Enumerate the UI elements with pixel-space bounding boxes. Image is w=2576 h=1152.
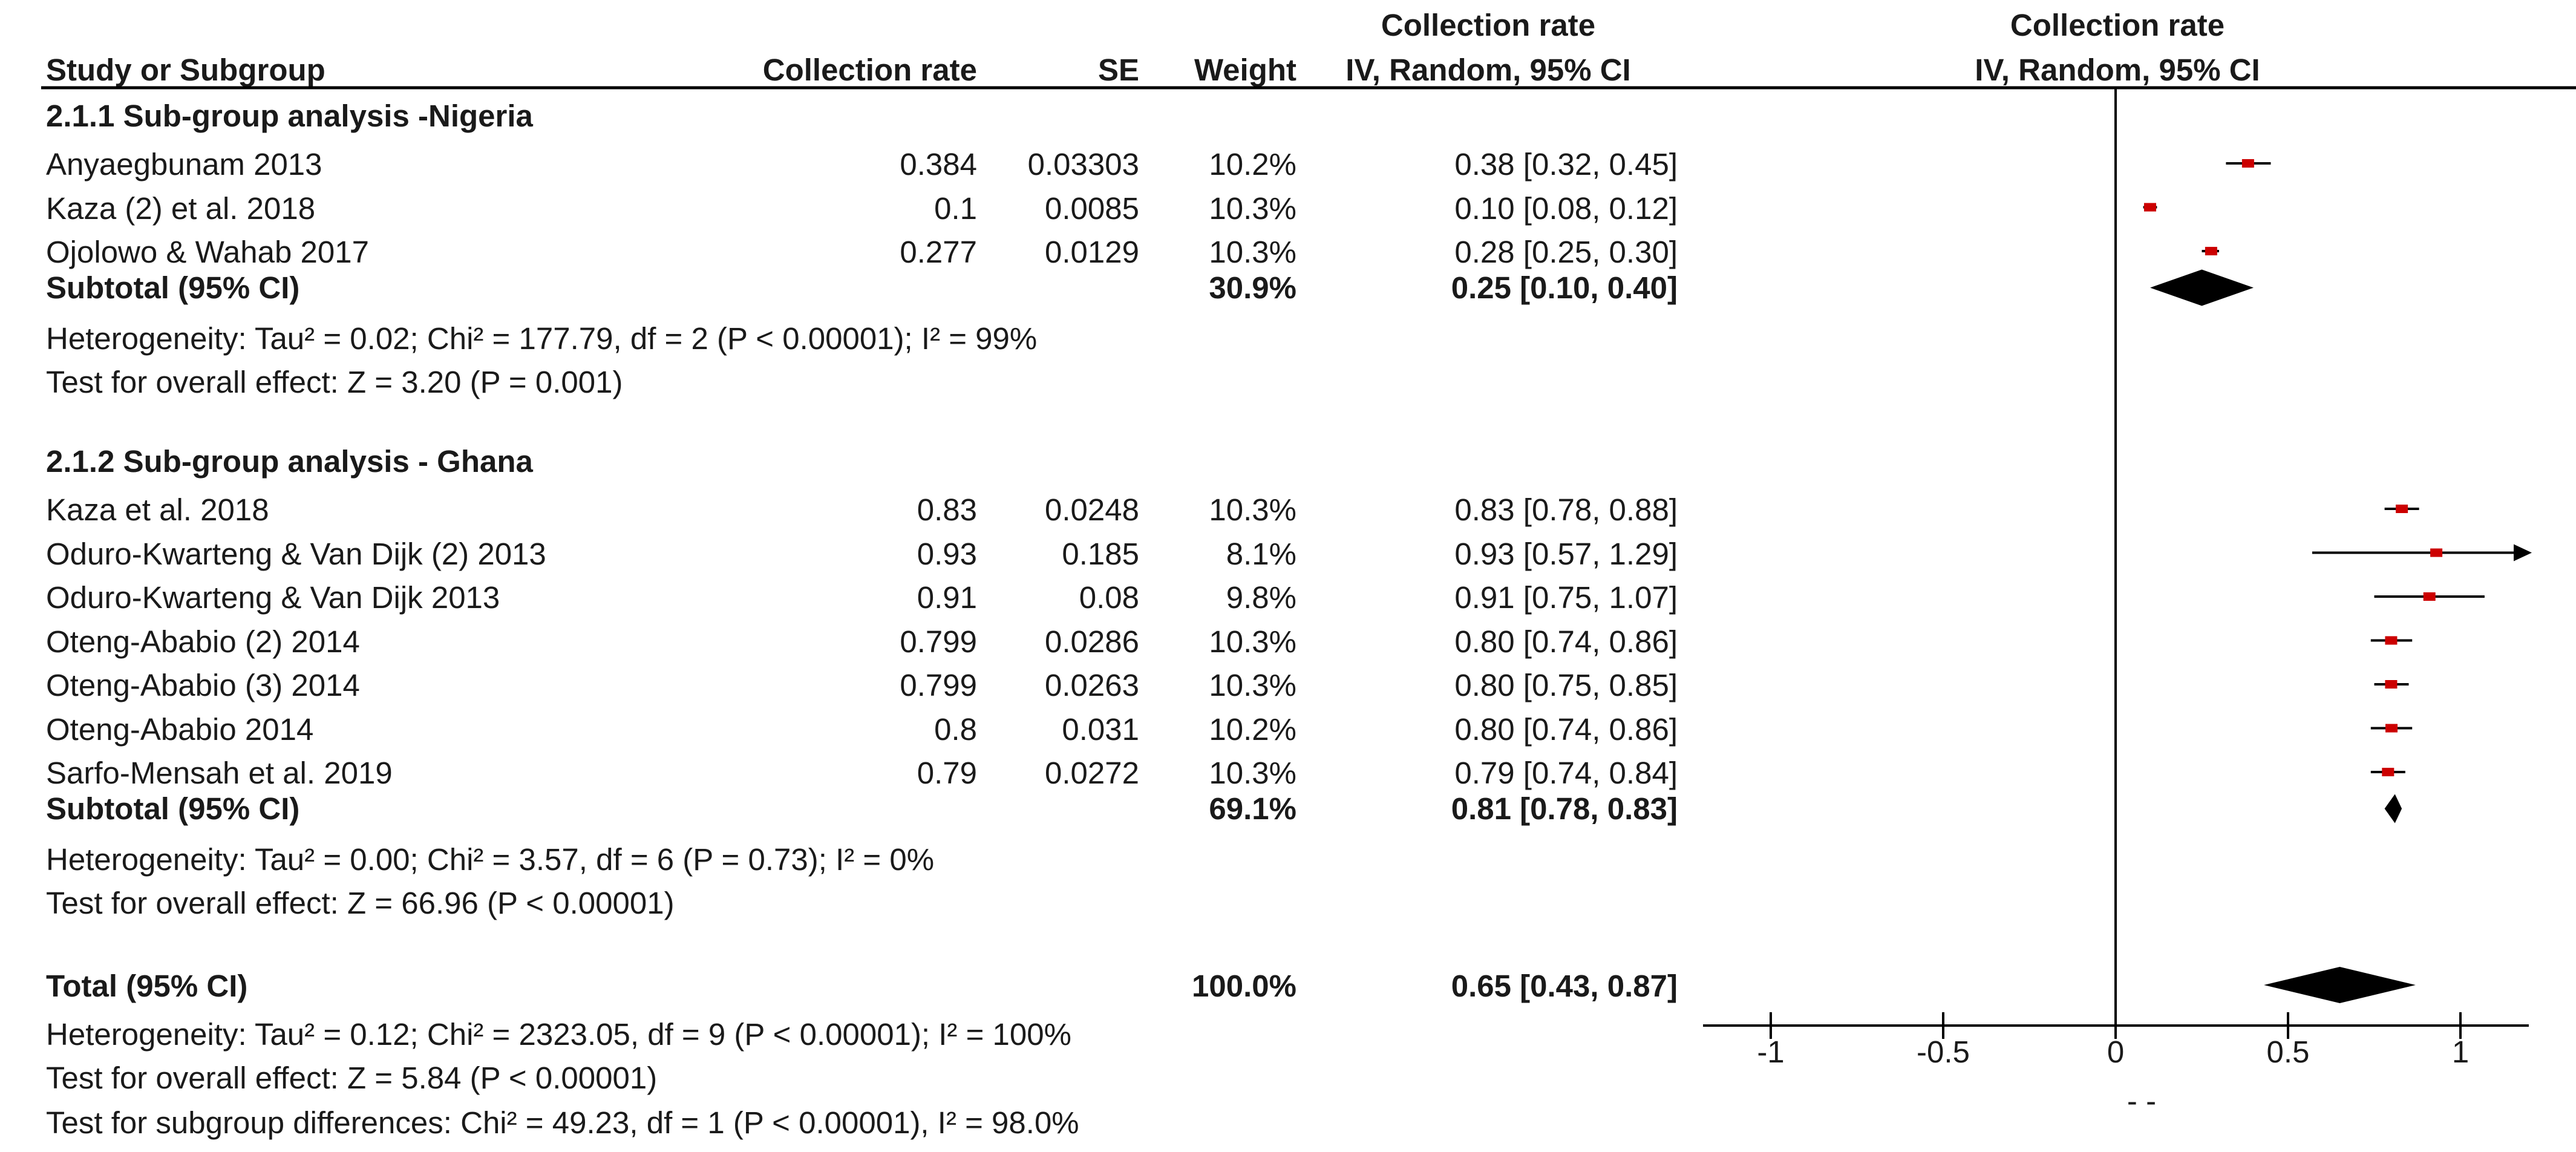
study-ci: 0.83 [0.78, 0.88] [1454,493,1678,527]
subtotal-label: Subtotal (95% CI) [46,270,300,305]
subtotal-ci: 0.25 [0.10, 0.40] [1451,270,1678,305]
point-estimate [2396,505,2408,513]
study-ci: 0.91 [0.75, 1.07] [1454,580,1678,615]
study-se: 0.185 [1062,536,1139,571]
study-se: 0.0272 [1045,756,1139,790]
study-se: 0.0248 [1045,493,1139,527]
heterogeneity-text: Heterogeneity: Tau² = 0.02; Chi² = 177.7… [46,321,1038,356]
total-diamond [2264,967,2416,1003]
study-weight: 10.3% [1209,235,1296,269]
subtotal-label: Subtotal (95% CI) [46,791,300,826]
study-rate: 0.91 [917,580,977,615]
study-ci: 0.28 [0.25, 0.30] [1454,235,1678,269]
point-estimate [2385,636,2398,645]
header-collection-rate: Collection rate [762,53,977,87]
x-tick-label: 0.5 [2266,1035,2310,1069]
x-tick-label: -0.5 [1917,1035,1970,1069]
subgroup-differences: Test for subgroup differences: Chi² = 49… [46,1105,1079,1140]
study-weight: 10.2% [1209,147,1296,182]
subtotal-weight: 30.9% [1209,270,1296,305]
ci-arrow [2514,544,2532,561]
study-rate: 0.79 [917,756,977,790]
study-weight: 8.1% [1226,536,1296,571]
total-heterogeneity: Heterogeneity: Tau² = 0.12; Chi² = 2323.… [46,1017,1071,1052]
study-weight: 10.3% [1209,668,1296,702]
subgroup-heading: 2.1.2 Sub-group analysis - Ghana [46,444,533,479]
header-plot-top: Collection rate [2010,8,2225,42]
study-se: 0.0263 [1045,668,1139,702]
point-estimate [2430,548,2443,557]
study-weight: 10.3% [1209,756,1296,790]
study-weight: 9.8% [1226,580,1296,615]
study-rate: 0.8 [934,712,977,747]
study-se: 0.0085 [1045,191,1139,226]
total-overall-effect: Test for overall effect: Z = 5.84 (P < 0… [46,1061,658,1095]
study-rate: 0.1 [934,191,977,226]
study-ci: 0.79 [0.74, 0.84] [1454,756,1678,790]
header-plot-bottom: IV, Random, 95% CI [1975,53,2260,87]
study-rate: 0.799 [900,668,977,702]
study-rate: 0.384 [900,147,977,182]
header-effect-top: Collection rate [1381,8,1596,42]
point-estimate [2385,724,2398,733]
study-weight: 10.2% [1209,712,1296,747]
study-name: Oteng-Ababio 2014 [46,712,314,747]
study-weight: 10.3% [1209,624,1296,659]
header-effect-bottom: IV, Random, 95% CI [1345,53,1631,87]
x-tick-label: 0 [2107,1035,2125,1069]
study-name: Ojolowo & Wahab 2017 [46,235,369,269]
study-ci: 0.80 [0.74, 0.86] [1454,712,1678,747]
header-study: Study or Subgroup [46,53,325,87]
study-se: 0.03303 [1027,147,1139,182]
point-estimate [2385,680,2398,689]
axis-footer-marks: - - [2127,1084,2157,1118]
point-estimate [2205,247,2217,255]
study-rate: 0.799 [900,624,977,659]
study-se: 0.0286 [1045,624,1139,659]
study-weight: 10.3% [1209,493,1296,527]
study-ci: 0.93 [0.57, 1.29] [1454,536,1678,571]
study-rate: 0.277 [900,235,977,269]
study-name: Kaza (2) et al. 2018 [46,191,316,226]
study-se: 0.08 [1079,580,1139,615]
point-estimate [2423,592,2436,601]
subtotal-ci: 0.81 [0.78, 0.83] [1451,791,1678,826]
study-rate: 0.83 [917,493,977,527]
study-se: 0.031 [1062,712,1139,747]
x-tick-label: -1 [1757,1035,1785,1069]
study-name: Oduro-Kwarteng & Van Dijk (2) 2013 [46,536,546,571]
study-ci: 0.80 [0.74, 0.86] [1454,624,1678,659]
header-se: SE [1097,53,1139,87]
study-rate: 0.93 [917,536,977,571]
study-se: 0.0129 [1045,235,1139,269]
point-estimate [2382,768,2395,776]
overall-effect-text: Test for overall effect: Z = 3.20 (P = 0… [46,364,623,399]
total-ci: 0.65 [0.43, 0.87] [1451,969,1678,1003]
overall-effect-text: Test for overall effect: Z = 66.96 (P < … [46,885,675,920]
study-ci: 0.10 [0.08, 0.12] [1454,191,1678,226]
study-ci: 0.80 [0.75, 0.85] [1454,668,1678,702]
study-name: Oduro-Kwarteng & Van Dijk 2013 [46,580,500,615]
total-weight: 100.0% [1192,969,1296,1003]
total-label: Total (95% CI) [46,969,248,1003]
study-name: Anyaegbunam 2013 [46,147,322,182]
study-ci: 0.38 [0.32, 0.45] [1454,147,1678,182]
point-estimate [2241,159,2254,168]
subtotal-weight: 69.1% [1209,791,1296,826]
study-name: Oteng-Ababio (2) 2014 [46,624,360,659]
subtotal-diamond [2150,269,2254,306]
point-estimate [2144,203,2156,212]
subgroup-heading: 2.1.1 Sub-group analysis -Nigeria [46,99,533,133]
study-name: Kaza et al. 2018 [46,493,269,527]
study-name: Sarfo-Mensah et al. 2019 [46,756,393,790]
x-tick-label: 1 [2451,1035,2470,1069]
subtotal-diamond [2384,794,2402,823]
study-name: Oteng-Ababio (3) 2014 [46,668,360,702]
header-weight: Weight [1194,53,1296,87]
heterogeneity-text: Heterogeneity: Tau² = 0.00; Chi² = 3.57,… [46,842,935,877]
study-weight: 10.3% [1209,191,1296,226]
